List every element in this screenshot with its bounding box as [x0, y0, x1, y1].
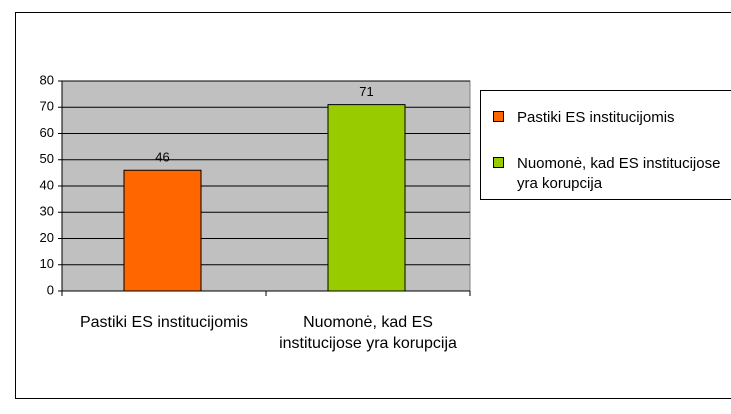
- y-tick-label: 70: [40, 99, 54, 114]
- data-label: 46: [155, 150, 169, 165]
- y-tick-label: 40: [40, 177, 54, 192]
- y-tick-label: 10: [40, 256, 54, 271]
- legend-swatch: [493, 111, 504, 122]
- y-tick-label: 80: [40, 72, 54, 87]
- y-tick-label: 50: [40, 151, 54, 166]
- bar: [327, 104, 406, 292]
- bar: [123, 169, 202, 292]
- legend-label: Nuomonė, kad ES institucijose yra korupc…: [517, 155, 721, 192]
- data-label: 71: [359, 84, 373, 99]
- y-tick-label: 30: [40, 204, 54, 219]
- y-tick-label: 60: [40, 125, 54, 140]
- x-tick-label: Nuomonė, kad ES institucijose yra korupc…: [279, 314, 457, 352]
- legend-label: Pastiki ES institucijomis: [517, 109, 675, 126]
- legend: Pastiki ES institucijomis Nuomonė, kad ES…: [480, 90, 731, 200]
- y-tick-label: 20: [40, 230, 54, 245]
- chart-frame: [15, 12, 731, 399]
- x-tick-label: Pastiki ES institucijomis: [79, 314, 249, 331]
- y-tick-label: 0: [47, 282, 54, 297]
- legend-swatch: [493, 157, 504, 168]
